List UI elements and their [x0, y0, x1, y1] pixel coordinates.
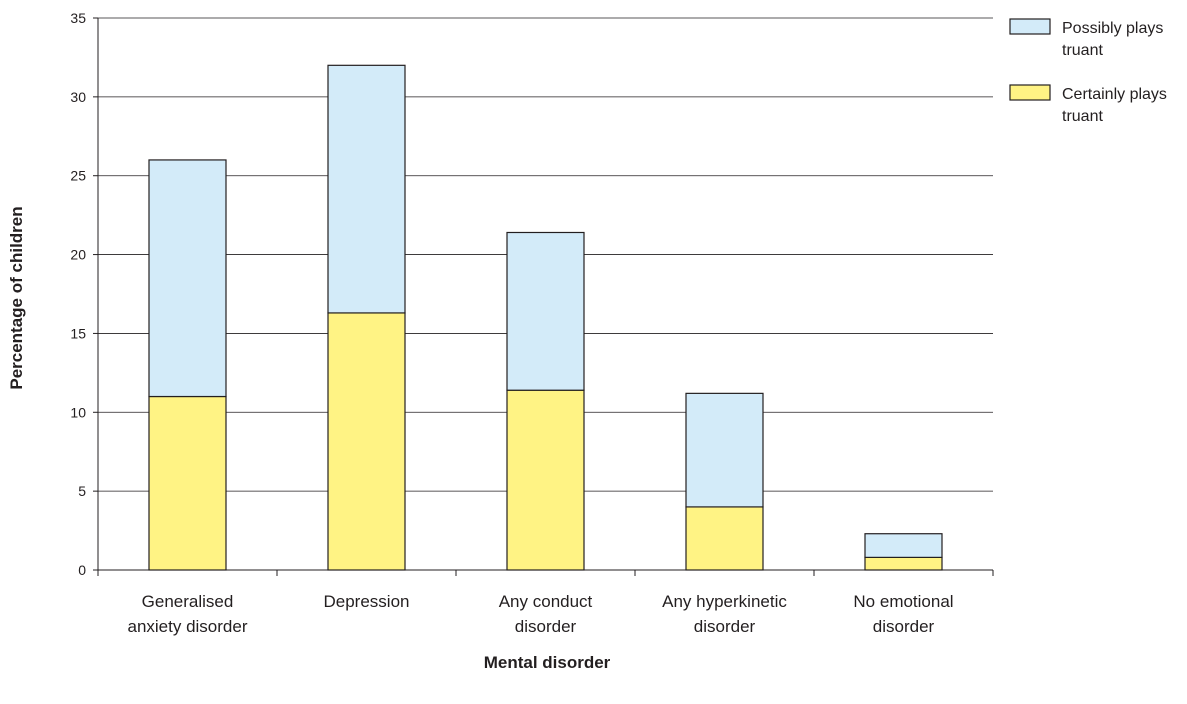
y-tick-label: 5	[78, 483, 86, 499]
x-category-label: Generalised anxiety disorder	[127, 592, 247, 636]
bar-segment-series-1-cat-3	[685, 392, 764, 508]
legend: Possibly plays truant Certainly plays truan…	[1009, 18, 1167, 125]
bar-segment-series-1-cat-0	[148, 159, 227, 398]
y-axis-title: Percentage of children	[7, 206, 26, 389]
x-category-label: Any hyperkinetic disorder	[662, 592, 787, 636]
x-category-label: No emotional disorder	[853, 592, 953, 636]
bar-segment-series-0-cat-0	[148, 395, 227, 571]
x-category-label: Any conduct disorder	[499, 592, 593, 636]
bar-segment-series-0-cat-4	[864, 556, 943, 571]
bar-segment-series-0-cat-3	[685, 506, 764, 571]
y-tick-label: 10	[70, 404, 86, 420]
bar-segment-series-0-cat-1	[327, 312, 406, 571]
legend-swatch	[1009, 18, 1051, 35]
axes	[93, 17, 994, 576]
legend-swatch	[1009, 84, 1051, 101]
y-tick-label: 25	[70, 168, 86, 184]
y-tick-label: 15	[70, 325, 86, 341]
bar-segment-series-1-cat-4	[864, 533, 943, 558]
x-category-labels: Generalised anxiety disorder Depression Any…	[127, 592, 953, 636]
y-tick-label: 35	[70, 10, 86, 26]
x-category-label: Depression	[324, 592, 410, 611]
legend-label: Certainly plays truant	[1062, 86, 1167, 125]
legend-label: Possibly plays truant	[1062, 20, 1163, 59]
bar-segment-series-1-cat-1	[327, 64, 406, 314]
y-tick-label: 20	[70, 247, 86, 263]
bar-segment-series-0-cat-2	[506, 389, 585, 571]
y-tick-label: 30	[70, 89, 86, 105]
bar-segment-series-1-cat-2	[506, 231, 585, 391]
bars	[148, 64, 943, 571]
y-tick-labels: 0 5 10 15 20 25 30 35	[70, 10, 86, 578]
y-tick-label: 0	[78, 562, 86, 578]
x-axis-title: Mental disorder	[484, 653, 611, 672]
